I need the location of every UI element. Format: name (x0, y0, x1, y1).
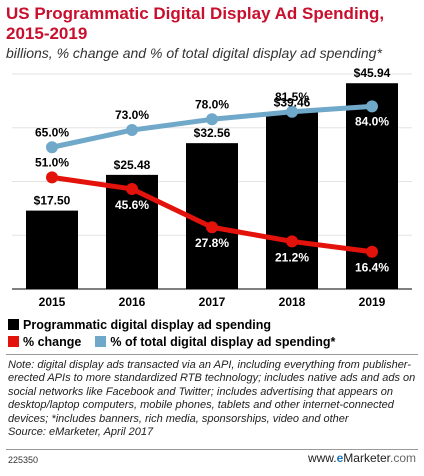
legend-items-lines: % change % of total digital display ad s… (8, 333, 418, 350)
chart-note: Note: digital display ads transacted via… (8, 359, 418, 439)
x-tick-2017: 2017 (199, 295, 226, 309)
brand-prefix: www. (307, 451, 337, 465)
legend-swatch-change (8, 336, 19, 347)
change-point-2015 (46, 171, 58, 184)
legend-item-bar: Programmatic digital display ad spending (8, 316, 418, 333)
legend-label-change: % change (23, 334, 82, 349)
data-labels: $17.50 $25.48 $32.56 $39.46 $45.94 65.0% 73.0%… (34, 66, 391, 275)
x-tick-2016: 2016 (119, 295, 146, 309)
brand-suffix: .com (389, 451, 416, 465)
chart-title: US Programmatic Digital Display Ad Spend… (6, 4, 385, 43)
brand-name: Marketer (343, 451, 390, 465)
bar-label-2016: $25.48 (114, 158, 151, 172)
divider-bottom (6, 449, 418, 450)
change-label-2017: 27.8% (195, 236, 229, 250)
share-point-2015 (46, 141, 58, 154)
x-tick-2018: 2018 (279, 295, 306, 309)
legend-swatch-bar (8, 319, 19, 330)
legend: Programmatic digital display ad spending… (8, 316, 418, 350)
emarketer-logo[interactable]: www.eMarketer.com (308, 451, 416, 465)
legend-label-share: % of total digital display ad spending* (110, 334, 336, 349)
legend-swatch-share (95, 336, 107, 347)
share-label-2016: 73.0% (115, 108, 149, 122)
chart-svg: $17.50 $25.48 $32.56 $39.46 $45.94 65.0% 73.0%… (12, 66, 412, 309)
chart-id: 225350 (8, 455, 39, 465)
share-point-2018 (286, 105, 298, 118)
share-point-2017 (206, 113, 218, 126)
change-point-2016 (126, 182, 138, 195)
change-label-2015: 51.0% (35, 155, 69, 169)
share-label-2015: 65.0% (35, 125, 69, 139)
x-axis-ticks: 2015 2016 2017 2018 2019 (39, 295, 386, 309)
bar-2017 (186, 143, 238, 289)
change-point-2017 (206, 221, 218, 234)
lines (46, 100, 378, 258)
share-point-2019 (366, 100, 378, 113)
bar-2018 (266, 112, 318, 290)
note-source: Source: eMarketer, April 2017 (8, 426, 154, 439)
change-label-2018: 21.2% (275, 250, 309, 264)
legend-label-bar: Programmatic digital display ad spending (23, 317, 271, 332)
note-text: Note: digital display ads transacted via… (8, 359, 416, 425)
share-label-2018: 81.5% (275, 90, 309, 104)
brand-e: e (336, 451, 344, 465)
x-tick-2015: 2015 (39, 295, 66, 309)
bar-label-2018: $39.46 (274, 95, 311, 109)
x-tick-2019: 2019 (359, 295, 386, 309)
change-label-2016: 45.6% (115, 198, 149, 212)
share-point-2016 (126, 124, 138, 137)
bar-label-2017: $32.56 (194, 126, 231, 140)
share-label-2019: 84.0% (355, 114, 389, 128)
change-label-2019: 16.4% (355, 261, 389, 275)
chart-subtitle: billions, % change and % of total digita… (6, 45, 382, 61)
divider-top (6, 354, 418, 355)
change-point-2019 (366, 245, 378, 258)
bar-label-2019: $45.94 (354, 66, 391, 80)
share-label-2017: 78.0% (195, 97, 229, 111)
change-point-2018 (286, 235, 298, 248)
bar-2015 (26, 210, 78, 289)
bar-label-2015: $17.50 (34, 194, 71, 208)
